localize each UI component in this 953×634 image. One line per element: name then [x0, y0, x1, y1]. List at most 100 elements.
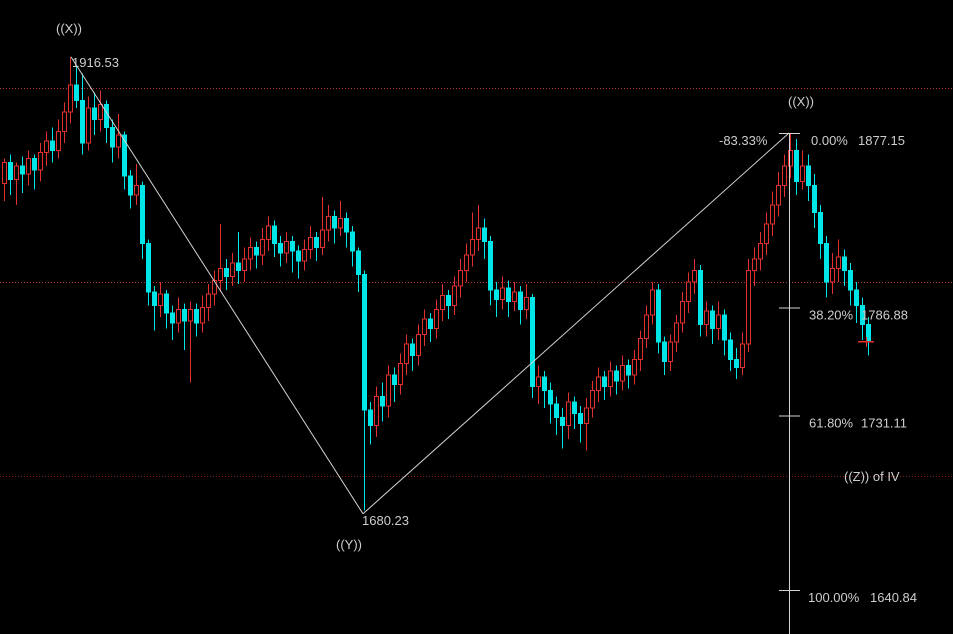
candle-body	[464, 254, 469, 272]
candle-bull	[632, 349, 637, 385]
candle-body	[740, 343, 745, 368]
candle-bull	[584, 398, 589, 451]
candle-body	[206, 293, 211, 308]
candle-bear	[110, 119, 115, 163]
candle-body	[302, 248, 307, 262]
candle-body	[620, 364, 625, 382]
candle-body	[722, 314, 727, 341]
candle-bear	[20, 156, 25, 194]
candle-bull	[14, 162, 19, 205]
candle-body	[92, 107, 97, 121]
candle-body	[260, 239, 265, 256]
candle-bull	[248, 237, 253, 271]
candle-body	[200, 306, 205, 324]
candle-body	[488, 241, 493, 291]
candle-body	[50, 140, 55, 152]
candle-bear	[152, 286, 157, 331]
candle-bear	[278, 235, 283, 267]
candle-body	[338, 217, 343, 229]
candle-bear	[362, 270, 367, 511]
candle-body	[788, 150, 793, 167]
candle-bull	[476, 204, 481, 252]
candle-bear	[32, 154, 37, 190]
candle-bear	[656, 284, 661, 354]
candle-body	[344, 217, 349, 233]
candle-bull	[536, 365, 541, 405]
candle-body	[62, 111, 67, 132]
candle-bull	[440, 284, 445, 321]
candle-body	[560, 417, 565, 426]
candle-body	[752, 258, 757, 272]
candle-bear	[662, 336, 667, 376]
candle-body	[602, 376, 607, 388]
candle-body	[74, 84, 79, 101]
candle-body	[494, 289, 499, 301]
candle-body	[224, 268, 229, 277]
candle-bull	[470, 212, 475, 267]
candle-bull	[200, 295, 205, 333]
candle-bull	[266, 216, 271, 252]
candle-bear	[518, 286, 523, 325]
candle-body	[800, 165, 805, 183]
candle-body	[764, 223, 769, 245]
candle-body	[572, 401, 577, 415]
candle-bear	[296, 245, 301, 279]
candle-bear	[824, 235, 829, 298]
candle-body	[632, 359, 637, 376]
wave-label: ((X))	[788, 94, 814, 109]
fib-percent-label: 0.00%	[811, 133, 848, 148]
candle-body	[404, 343, 409, 364]
candle-bear	[698, 264, 703, 337]
candle-bull	[746, 258, 751, 352]
candle-body	[326, 215, 331, 231]
candle-body	[728, 339, 733, 361]
wave-trendline[interactable]	[362, 132, 790, 515]
candle-body	[152, 291, 157, 306]
candle-bull	[650, 282, 655, 325]
candle-body	[440, 295, 445, 310]
candle-bull	[620, 355, 625, 391]
wave-trendline[interactable]	[70, 56, 364, 515]
candle-bear	[794, 139, 799, 196]
candle-bear	[350, 226, 355, 267]
candle-body	[242, 258, 247, 272]
candle-bull	[758, 231, 763, 271]
candle-body	[362, 273, 367, 411]
candle-body	[530, 297, 535, 388]
candle-bull	[2, 158, 7, 201]
candle-bear	[182, 303, 187, 350]
candle-bear	[806, 154, 811, 201]
candle-bull	[692, 258, 697, 294]
candle-body	[44, 140, 49, 154]
candle-body	[500, 287, 505, 301]
candle-body	[170, 312, 175, 324]
candle-body	[416, 333, 421, 357]
candle-body	[518, 291, 523, 310]
candle-bull	[98, 90, 103, 132]
candle-bear	[314, 231, 319, 261]
candle-bull	[374, 386, 379, 437]
candle-body	[512, 291, 517, 303]
candle-body	[506, 287, 511, 303]
candle-bull	[326, 204, 331, 242]
candle-body	[608, 370, 613, 388]
candle-body	[98, 103, 103, 121]
candle-bull	[776, 171, 781, 217]
candle-bear	[392, 367, 397, 403]
candle-body	[122, 134, 127, 177]
candle-body	[272, 225, 277, 245]
candle-bear	[860, 297, 865, 341]
candle-body	[164, 293, 169, 314]
candle-bear	[8, 154, 13, 196]
candle-body	[746, 270, 751, 345]
candle-body	[614, 370, 619, 382]
candle-body	[218, 268, 223, 281]
candle-body	[128, 175, 133, 196]
candle-body	[770, 204, 775, 225]
candle-bull	[260, 228, 265, 265]
candle-bear	[854, 282, 859, 323]
candle-bull	[404, 334, 409, 376]
